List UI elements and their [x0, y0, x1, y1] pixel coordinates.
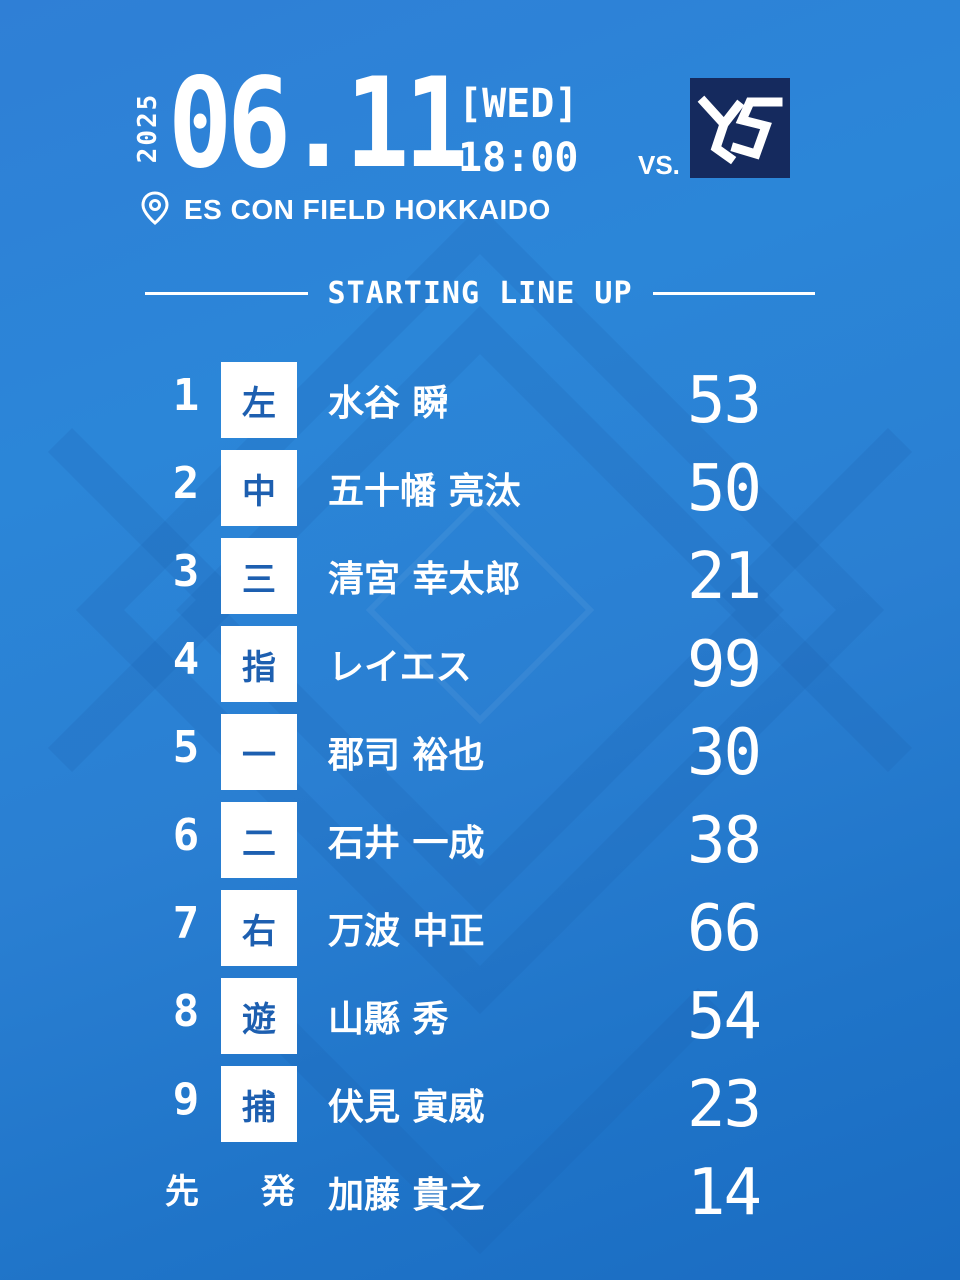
uniform-number: 50	[686, 452, 762, 526]
batting-order: 3	[172, 546, 200, 597]
uniform-number: 66	[686, 892, 762, 966]
day-of-week: [WED]	[458, 81, 579, 127]
starting-pitcher-label: 先 発	[165, 1164, 295, 1213]
game-header: 2025 06.11 [WED] 18:00 VS. ES CON FIELD …	[0, 0, 960, 250]
batting-order: 2	[172, 458, 200, 509]
starting-pitcher-label-2: 発	[261, 1172, 295, 1212]
venue: ES CON FIELD HOKKAIDO	[140, 190, 551, 230]
position-badge: 中	[221, 450, 297, 526]
player-name: 水谷 瞬	[328, 383, 449, 424]
vs-label: VS.	[638, 150, 680, 180]
uniform-number: 14	[686, 1156, 762, 1230]
batting-order: 6	[172, 810, 200, 861]
pitcher-name: 加藤 貴之	[328, 1175, 485, 1216]
lineup-row: 5 一 郡司 裕也 30	[0, 708, 960, 796]
batting-order: 4	[172, 634, 200, 685]
uniform-number: 38	[686, 804, 762, 878]
player-name: 山縣 秀	[328, 999, 449, 1040]
lineup-row: 2 中 五十幡 亮汰 50	[0, 444, 960, 532]
starting-pitcher-row: 先 発 加藤 貴之 14	[0, 1148, 960, 1236]
player-name: 石井 一成	[328, 823, 485, 864]
game-time: 18:00	[458, 135, 579, 181]
location-pin-icon	[140, 191, 170, 229]
uniform-number: 54	[686, 980, 762, 1054]
uniform-number: 30	[686, 716, 762, 790]
divider-right	[652, 291, 816, 295]
lineup-row: 8 遊 山縣 秀 54	[0, 972, 960, 1060]
player-name: 郡司 裕也	[328, 735, 485, 776]
swallows-logo-icon	[690, 78, 790, 178]
batting-order: 9	[172, 1074, 200, 1125]
divider-left	[145, 291, 308, 295]
position-badge: 右	[221, 890, 297, 966]
position-badge: 捕	[221, 1066, 297, 1142]
uniform-number: 21	[686, 540, 762, 614]
starting-pitcher-label-1: 先	[165, 1172, 199, 1212]
lineup-row: 6 二 石井 一成 38	[0, 796, 960, 884]
lineup-row: 7 右 万波 中正 66	[0, 884, 960, 972]
lineup-row: 9 捕 伏見 寅威 23	[0, 1060, 960, 1148]
batting-order: 5	[172, 722, 200, 773]
lineup-row: 1 左 水谷 瞬 53	[0, 356, 960, 444]
position-badge: 左	[221, 362, 297, 438]
uniform-number: 53	[686, 364, 762, 438]
position-badge: 遊	[221, 978, 297, 1054]
player-name: 伏見 寅威	[328, 1087, 485, 1128]
batting-order: 7	[172, 898, 200, 949]
batting-order: 8	[172, 986, 200, 1037]
position-badge: 三	[221, 538, 297, 614]
lineup-row: 3 三 清宮 幸太郎 21	[0, 532, 960, 620]
position-badge: 指	[221, 626, 297, 702]
uniform-number: 99	[686, 628, 762, 702]
player-name: 清宮 幸太郎	[328, 559, 521, 600]
position-badge: 一	[221, 714, 297, 790]
player-name: レイエス	[328, 647, 472, 688]
section-title: STARTING LINE UP	[145, 270, 816, 316]
player-name: 五十幡 亮汰	[328, 471, 521, 512]
game-date: 06.11	[168, 52, 468, 196]
batting-order: 1	[172, 370, 200, 421]
uniform-number: 23	[686, 1068, 762, 1142]
section-title-label: STARTING LINE UP	[327, 275, 633, 311]
player-name: 万波 中正	[328, 911, 485, 952]
position-badge: 二	[221, 802, 297, 878]
venue-name: ES CON FIELD HOKKAIDO	[184, 194, 551, 225]
lineup-row: 4 指 レイエス 99	[0, 620, 960, 708]
